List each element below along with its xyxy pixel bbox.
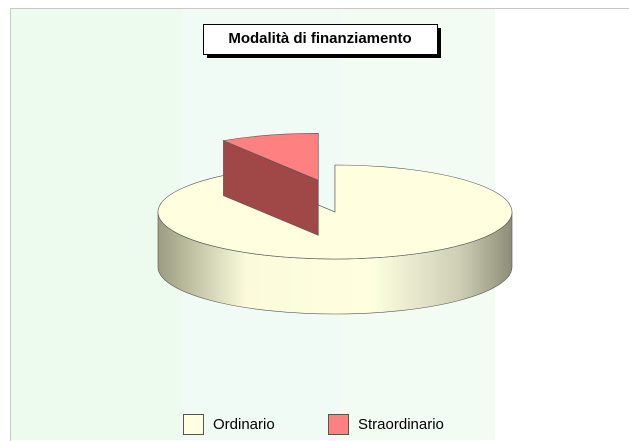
legend-swatch	[328, 414, 349, 435]
legend-swatch	[183, 414, 204, 435]
title-box	[203, 24, 438, 55]
legend-label: Ordinario	[213, 416, 275, 433]
chart-title: Modalità di finanziamento	[228, 30, 411, 47]
legend-label: Straordinario	[358, 416, 444, 433]
slice	[157, 164, 513, 260]
band	[10, 8, 182, 440]
slice	[222, 133, 319, 181]
border	[10, 8, 629, 441]
